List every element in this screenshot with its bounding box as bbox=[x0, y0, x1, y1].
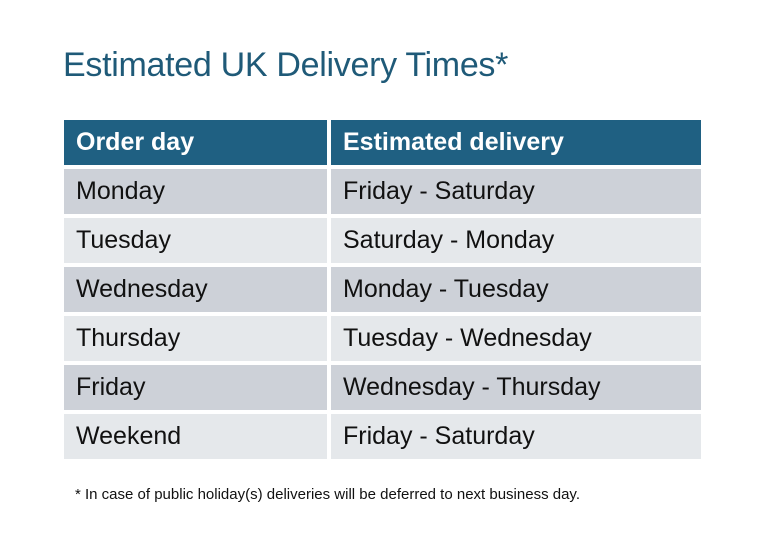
order-day-cell: Wednesday bbox=[64, 267, 327, 312]
footnote: * In case of public holiday(s) deliverie… bbox=[75, 486, 580, 503]
order-day-cell: Friday bbox=[64, 365, 327, 410]
table-row: Monday Friday - Saturday bbox=[64, 169, 701, 214]
order-day-cell: Monday bbox=[64, 169, 327, 214]
order-day-cell: Thursday bbox=[64, 316, 327, 361]
delivery-table: Order day Estimated delivery Monday Frid… bbox=[64, 120, 701, 463]
table-header: Order day Estimated delivery bbox=[64, 120, 701, 165]
order-day-cell: Tuesday bbox=[64, 218, 327, 263]
delivery-cell: Friday - Saturday bbox=[331, 414, 701, 459]
header-estimated-delivery: Estimated delivery bbox=[331, 120, 701, 165]
delivery-cell: Wednesday - Thursday bbox=[331, 365, 701, 410]
delivery-cell: Friday - Saturday bbox=[331, 169, 701, 214]
delivery-cell: Saturday - Monday bbox=[331, 218, 701, 263]
table-row: Wednesday Monday - Tuesday bbox=[64, 267, 701, 312]
table-row: Tuesday Saturday - Monday bbox=[64, 218, 701, 263]
header-order-day: Order day bbox=[64, 120, 327, 165]
order-day-cell: Weekend bbox=[64, 414, 327, 459]
delivery-cell: Monday - Tuesday bbox=[331, 267, 701, 312]
table-row: Friday Wednesday - Thursday bbox=[64, 365, 701, 410]
page-title: Estimated UK Delivery Times* bbox=[63, 46, 509, 84]
delivery-cell: Tuesday - Wednesday bbox=[331, 316, 701, 361]
table-row: Weekend Friday - Saturday bbox=[64, 414, 701, 459]
table-row: Thursday Tuesday - Wednesday bbox=[64, 316, 701, 361]
